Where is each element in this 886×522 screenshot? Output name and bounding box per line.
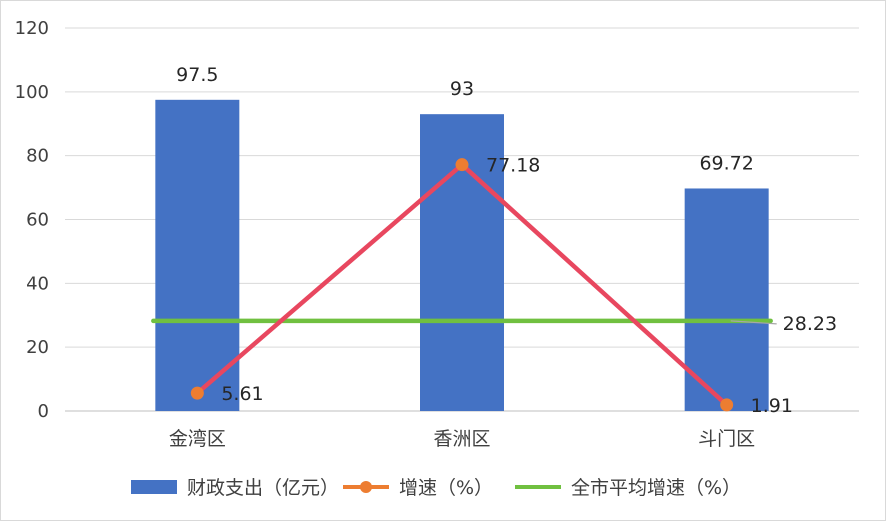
legend: 财政支出（亿元） 增速（%） 全市平均增速（%） — [131, 477, 741, 499]
y-tick-label: 80 — [26, 146, 49, 167]
growth-line-series — [190, 158, 734, 412]
growth-marker — [455, 158, 469, 172]
y-tick-label: 40 — [26, 273, 49, 294]
growth-value-label: 5.61 — [221, 383, 263, 405]
growth-marker — [720, 398, 734, 412]
category-label: 香洲区 — [433, 428, 490, 450]
x-axis: 金湾区 香洲区 斗门区 — [169, 428, 755, 450]
bar-value-label: 93 — [450, 78, 474, 100]
legend-label: 全市平均增速（%） — [571, 477, 741, 499]
legend-label: 财政支出（亿元） — [187, 477, 339, 499]
bar-value-label: 69.72 — [699, 152, 753, 174]
bar-斗门区 — [684, 188, 769, 411]
legend-label: 增速（%） — [399, 477, 493, 499]
legend-bar-swatch — [131, 480, 177, 494]
average-value-label: 28.23 — [783, 313, 837, 335]
y-tick-label: 0 — [38, 401, 49, 422]
growth-value-label: 77.18 — [486, 155, 540, 177]
y-tick-label: 20 — [26, 337, 49, 358]
y-tick-label: 120 — [15, 18, 49, 39]
y-tick-label: 100 — [15, 82, 49, 103]
growth-value-label: 1.91 — [751, 395, 793, 417]
data-labels: 97.5 93 69.72 5.61 77.18 1.91 28.23 — [176, 64, 837, 417]
y-axis: 0 20 40 60 80 100 120 — [15, 18, 49, 422]
category-label: 斗门区 — [698, 428, 755, 450]
bar-series — [155, 99, 769, 412]
bar-金湾区 — [155, 99, 240, 411]
average-leader-line — [730, 320, 777, 325]
y-tick-label: 60 — [26, 210, 49, 231]
category-label: 金湾区 — [169, 428, 226, 450]
growth-marker — [190, 386, 204, 400]
legend-growth-marker — [360, 481, 372, 493]
bar-value-label: 97.5 — [176, 64, 218, 86]
